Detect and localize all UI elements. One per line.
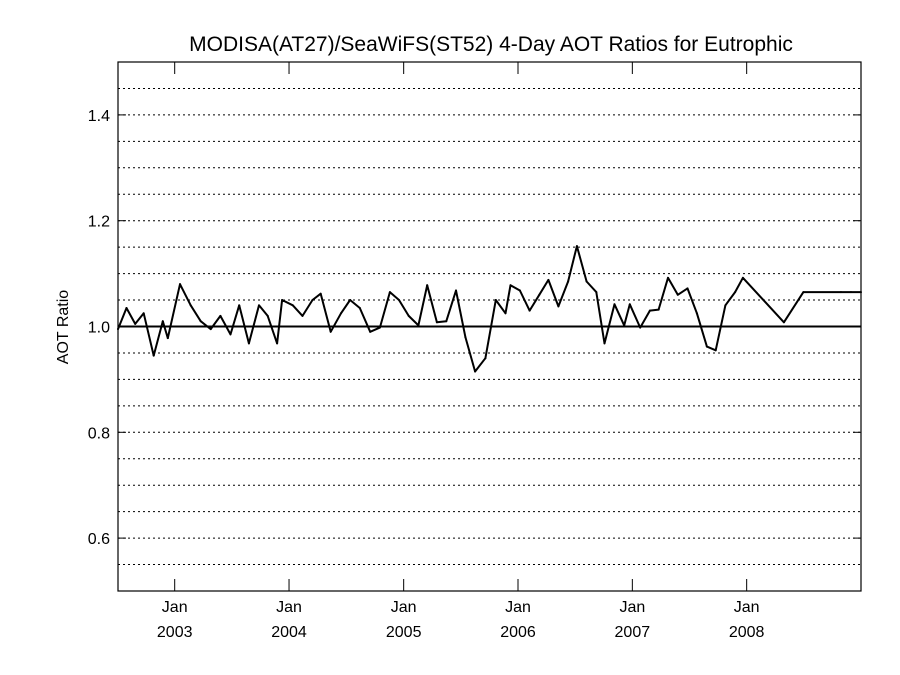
y-tick-label: 1.4 — [88, 108, 110, 125]
data-point — [266, 314, 269, 317]
x-tick-year-label: 2005 — [386, 624, 422, 641]
data-point — [603, 342, 606, 345]
data-point — [378, 326, 381, 329]
x-tick-month-label: Jan — [276, 599, 302, 616]
y-axis-label: AOT Ratio — [55, 290, 72, 365]
data-point — [301, 314, 304, 317]
data-point — [134, 322, 137, 325]
data-point — [509, 284, 512, 287]
data-point — [639, 326, 642, 329]
data-point — [388, 291, 391, 294]
data-point — [657, 308, 660, 311]
data-point — [464, 336, 467, 339]
y-tick-label: 1.2 — [88, 214, 110, 231]
x-tick-month-label: Jan — [619, 599, 645, 616]
data-point — [142, 312, 145, 315]
data-point — [417, 324, 420, 327]
data-point — [676, 293, 679, 296]
data-point — [276, 342, 279, 345]
data-point — [585, 280, 588, 283]
data-point — [686, 287, 689, 290]
y-tick-label: 0.8 — [88, 425, 110, 442]
data-point — [329, 330, 332, 333]
data-point — [454, 289, 457, 292]
x-tick-month-label: Jan — [162, 599, 188, 616]
x-tick-year-label: 2006 — [500, 624, 536, 641]
x-tick-year-label: 2003 — [157, 624, 193, 641]
data-point — [407, 314, 410, 317]
data-point — [161, 320, 164, 323]
data-point — [849, 291, 852, 294]
y-tick-label: 1.0 — [88, 320, 110, 337]
data-point — [257, 304, 260, 307]
x-tick-year-label: 2004 — [271, 624, 307, 641]
data-point — [369, 330, 372, 333]
data-point — [435, 321, 438, 324]
data-point — [484, 357, 487, 360]
data-point — [247, 342, 250, 345]
data-point — [426, 284, 429, 287]
x-tick-month-label: Jan — [505, 599, 531, 616]
data-point — [219, 314, 222, 317]
data-point — [319, 292, 322, 295]
plot-frame — [117, 61, 862, 592]
data-point — [547, 278, 550, 281]
data-point — [724, 304, 727, 307]
data-point — [802, 291, 805, 294]
data-point — [528, 309, 531, 312]
data-point — [667, 276, 670, 279]
data-point — [839, 291, 842, 294]
y-tick-label: 0.6 — [88, 531, 110, 548]
data-point — [741, 276, 744, 279]
data-point — [613, 303, 616, 306]
data-point — [557, 305, 560, 308]
data-point — [397, 299, 400, 302]
x-tick-year-label: 2008 — [729, 624, 765, 641]
data-point — [494, 299, 497, 302]
data-point — [209, 328, 212, 331]
data-point — [291, 304, 294, 307]
x-axis: Jan 2003 Jan 2004 Jan 2005 Jan 2006 Jan 2007 Jan 20… — [157, 62, 765, 641]
data-point — [340, 312, 343, 315]
data-point — [538, 293, 541, 296]
data-point — [281, 299, 284, 302]
x-tick-year-label: 2007 — [615, 624, 651, 641]
data-point — [695, 312, 698, 315]
data-point — [575, 245, 578, 248]
data-point — [567, 280, 570, 283]
data-point — [238, 304, 241, 307]
x-tick-month-label: Jan — [734, 599, 760, 616]
data-point — [628, 303, 631, 306]
data-point — [166, 337, 169, 340]
data-point — [125, 306, 128, 309]
data-point — [152, 354, 155, 357]
data-point — [623, 324, 626, 327]
data-point — [311, 299, 314, 302]
grid-lines — [118, 87, 861, 566]
data-point — [229, 333, 232, 336]
data-point — [734, 291, 737, 294]
chart-title: MODISA(AT27)/SeaWiFS(ST52) 4-Day AOT Rat… — [189, 33, 793, 56]
data-point — [595, 291, 598, 294]
data-point — [714, 349, 717, 352]
data-point — [445, 320, 448, 323]
data-point — [705, 345, 708, 348]
data-point — [648, 309, 651, 312]
x-tick-month-label: Jan — [391, 599, 417, 616]
data-point — [474, 370, 477, 373]
data-point — [782, 321, 785, 324]
data-point — [504, 312, 507, 315]
data-point — [179, 283, 182, 286]
y-axis: 0.6 0.8 1.0 1.2 1.4 — [88, 108, 861, 548]
data-point — [518, 289, 521, 292]
data-point — [358, 306, 361, 309]
data-point — [189, 304, 192, 307]
data-point — [199, 320, 202, 323]
data-point — [349, 299, 352, 302]
series-points — [117, 245, 862, 373]
